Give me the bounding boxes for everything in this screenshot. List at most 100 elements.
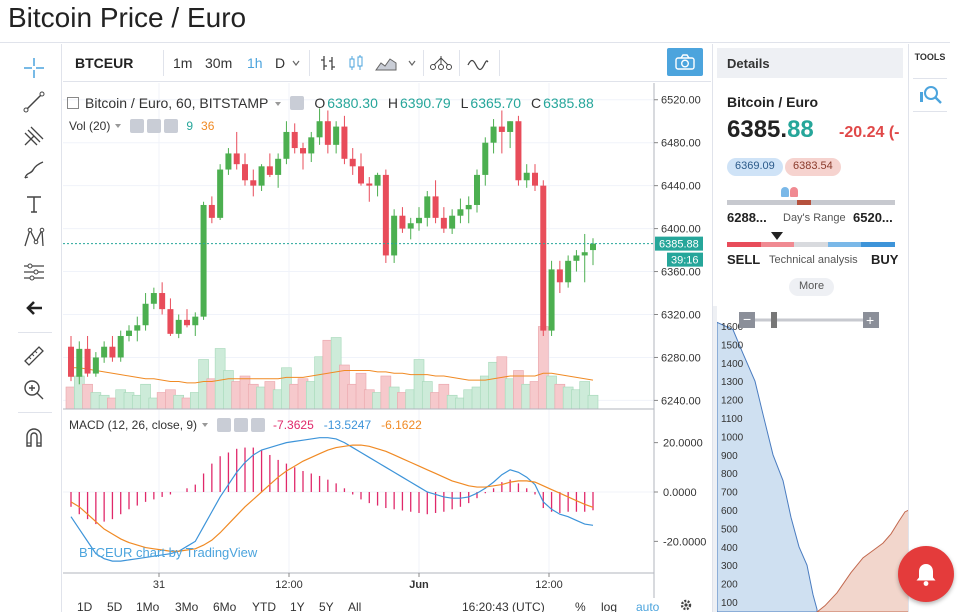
macd-signal-value: -6.1622 (381, 418, 422, 432)
time-tick-label: 12:00 (275, 579, 303, 591)
candle (217, 169, 224, 218)
macd-eye-icon[interactable] (217, 418, 232, 432)
technical-analysis-label[interactable]: Technical analysis (769, 254, 858, 266)
ask-depth-area (816, 509, 908, 612)
auto-toggle[interactable]: auto (636, 600, 660, 612)
macd-settings-icon[interactable] (234, 418, 249, 432)
candle (540, 185, 547, 331)
log-toggle[interactable]: log (601, 600, 618, 612)
macd-hist-value: -7.3625 (273, 418, 314, 432)
candle-chart-icon[interactable] (347, 44, 365, 82)
candle (300, 148, 306, 154)
ta-strong-sell (727, 242, 761, 247)
volume-series (65, 326, 599, 410)
toolbar-divider (499, 50, 500, 76)
sell-label: SELL (727, 252, 761, 267)
candle (109, 346, 116, 358)
macd-dropdown-icon[interactable] (201, 418, 209, 432)
macd-tick-label: 0.0000 (663, 487, 697, 499)
open-value: 6380.30 (327, 95, 378, 111)
range-1y[interactable]: 1Y (290, 600, 305, 612)
details-header[interactable]: Details (717, 48, 903, 78)
zoom-icon[interactable] (20, 376, 48, 404)
macd-label: MACD (12, 26, close, 9) (69, 418, 198, 432)
buy-label: BUY (871, 252, 899, 267)
range-5y[interactable]: 5Y (319, 600, 334, 612)
crosshair-icon[interactable] (20, 54, 48, 82)
pair-name: Bitcoin / Euro (727, 94, 818, 110)
candle (382, 174, 389, 256)
bar-chart-icon[interactable] (319, 44, 337, 82)
range-5d[interactable]: 5D (107, 600, 123, 612)
more-button[interactable]: More (789, 278, 835, 296)
alerts-button[interactable] (898, 546, 954, 602)
chart-area[interactable]: 6520.00 6480.00 6440.00 6400.00 6360.00 6320.… (63, 83, 711, 612)
chart-type-dropdown-icon[interactable] (407, 44, 417, 82)
pattern-icon[interactable] (20, 224, 48, 252)
candle (341, 126, 348, 159)
volume-eye-icon[interactable] (130, 119, 145, 133)
time-tick-label: 12:00 (535, 579, 563, 591)
indicators-icon[interactable] (467, 44, 489, 82)
legend-dropdown-icon[interactable] (274, 95, 282, 111)
tradingview-watermark[interactable]: BTCEUR chart by TradingView (79, 545, 258, 560)
measure-icon[interactable] (20, 258, 48, 286)
candle (258, 166, 265, 186)
ruler-icon[interactable] (20, 342, 48, 370)
area-chart-icon[interactable] (375, 44, 397, 82)
gear-icon[interactable] (679, 598, 693, 612)
range-6mo[interactable]: 6Mo (213, 600, 237, 612)
candle (349, 158, 356, 167)
range-1mo[interactable]: 1Mo (136, 600, 160, 612)
day-range-label: Day's Range (783, 212, 846, 224)
candle (474, 174, 480, 205)
depth-tick-label: 700 (721, 488, 738, 499)
clock-time[interactable]: 16:20:43 (UTC) (462, 600, 545, 612)
depth-tick-label: 600 (721, 506, 738, 517)
interval-d[interactable]: D (275, 55, 286, 71)
candle (391, 215, 398, 256)
volume-dropdown-icon[interactable] (114, 119, 122, 133)
depth-zoom-handle[interactable] (771, 312, 777, 328)
candle (242, 164, 248, 181)
price-chart[interactable]: 6520.00 6480.00 6440.00 6400.00 6360.00 6320.… (63, 83, 711, 612)
pitchfork-icon[interactable] (20, 122, 48, 150)
ta-neutral (794, 242, 828, 247)
screener-search-button[interactable] (913, 78, 947, 112)
legend-settings-icon[interactable] (290, 96, 305, 110)
price-tick-label: 6520.00 (661, 95, 701, 107)
symbol-search[interactable]: BTCEUR (75, 55, 134, 71)
camera-icon (675, 54, 695, 70)
interval-dropdown-icon[interactable] (291, 44, 301, 82)
depth-zoom-out-button[interactable] (739, 312, 755, 328)
interval-30m[interactable]: 30m (205, 55, 233, 71)
range-all[interactable]: All (348, 600, 362, 612)
open-label: O (314, 95, 326, 111)
volume-settings-icon[interactable] (147, 119, 162, 133)
macd-close-icon[interactable] (251, 418, 266, 432)
range-1d[interactable]: 1D (77, 600, 93, 612)
ta-strong-buy (861, 242, 895, 247)
candle (565, 260, 572, 283)
interval-1h[interactable]: 1h (247, 55, 263, 71)
depth-zoom-in-button[interactable] (863, 312, 879, 328)
magnet-icon[interactable] (20, 424, 48, 452)
range-3mo[interactable]: 3Mo (175, 600, 199, 612)
panel-resize-handle[interactable] (713, 306, 717, 612)
brush-icon[interactable] (20, 156, 48, 184)
trend-line-icon[interactable] (20, 88, 48, 116)
macd-series (63, 437, 654, 562)
percent-toggle[interactable]: % (575, 600, 586, 612)
text-icon[interactable] (20, 190, 48, 218)
collapse-icon[interactable] (67, 97, 79, 109)
compare-icon[interactable] (429, 44, 453, 82)
candle (159, 293, 166, 310)
snapshot-button[interactable] (667, 48, 703, 76)
volume-close-icon[interactable] (164, 119, 179, 133)
candle (457, 209, 464, 216)
range-ytd[interactable]: YTD (252, 600, 276, 612)
depth-axis: 1600 1500 1400 1300 1200 1100 1000 900 800 700 600… (721, 322, 744, 609)
interval-1m[interactable]: 1m (173, 55, 193, 71)
macd-tick-label: 20.0000 (663, 438, 703, 450)
back-arrow-icon[interactable] (20, 294, 48, 322)
